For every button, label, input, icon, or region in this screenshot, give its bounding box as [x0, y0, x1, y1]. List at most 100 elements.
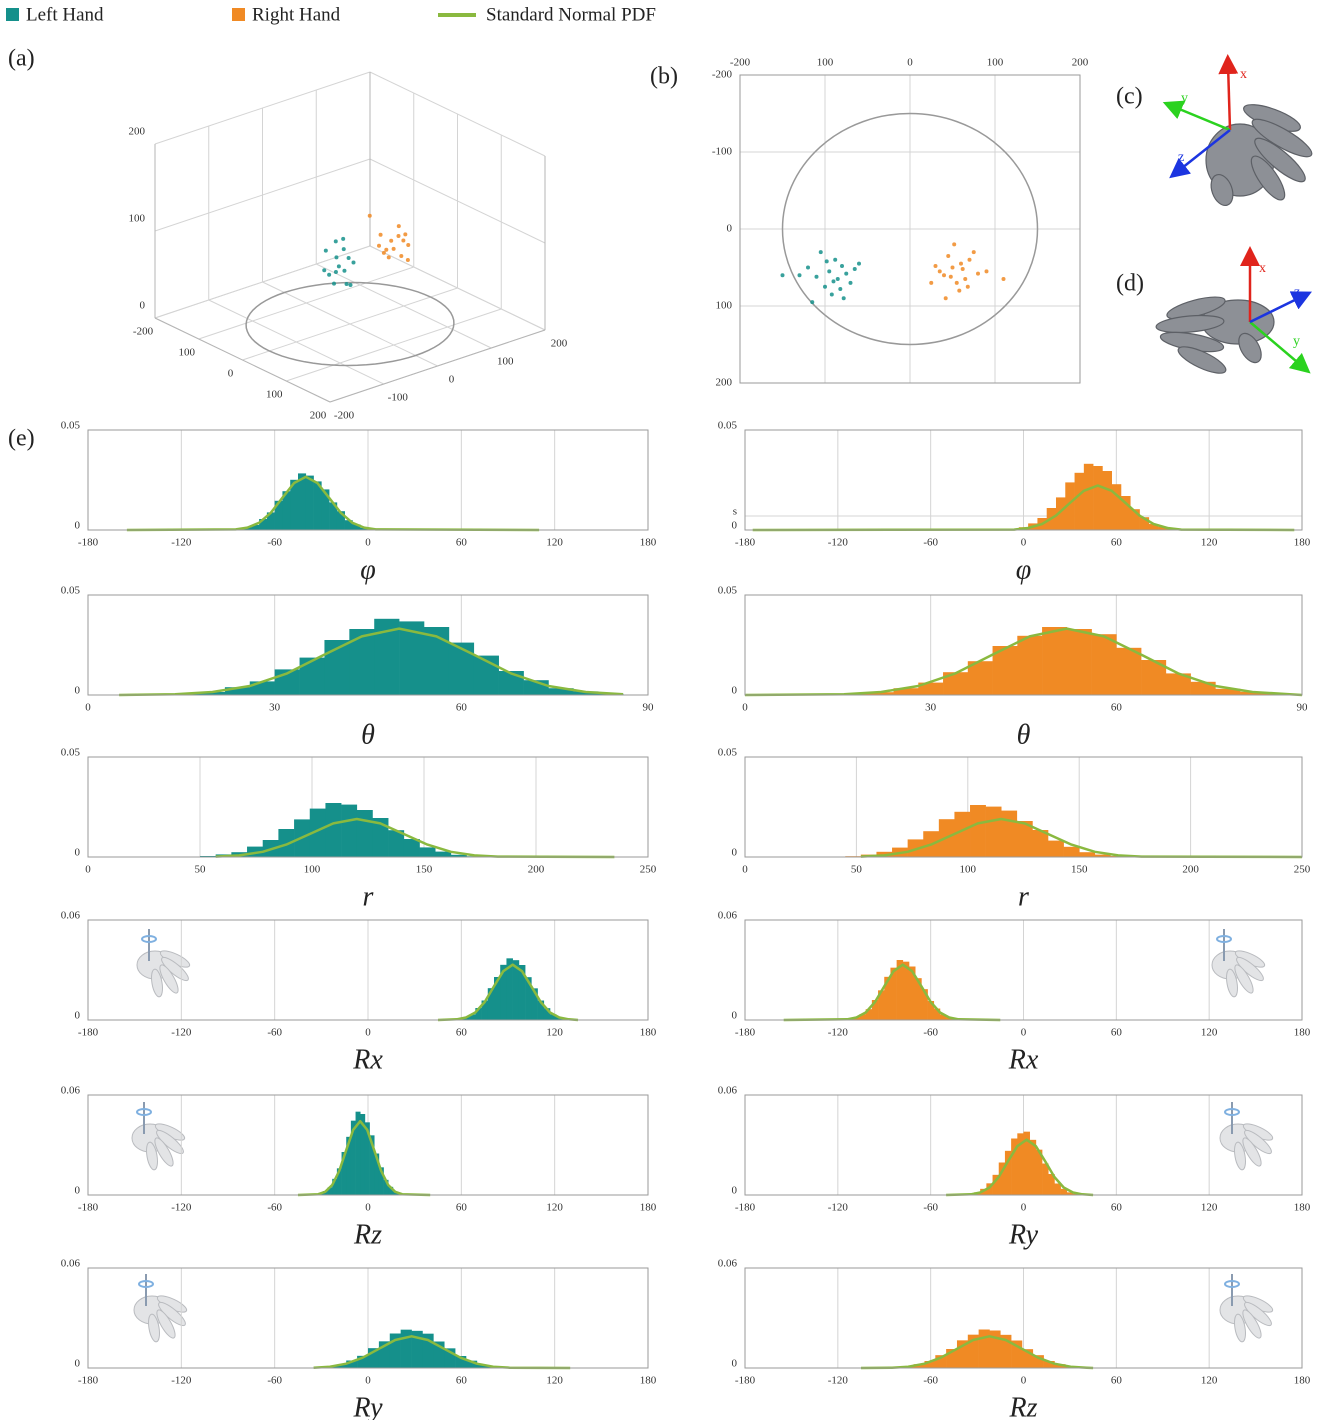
x-tick-label: 100 [304, 864, 321, 876]
bar [921, 989, 928, 1020]
x-tick-label: 150 [1071, 864, 1088, 876]
x-tick-label: -180 [735, 1375, 756, 1387]
plot-frame [744, 429, 1303, 531]
bar [550, 1014, 557, 1020]
point [396, 224, 401, 229]
bar [954, 811, 971, 857]
point [957, 288, 962, 293]
x-tick-label: 180 [640, 1375, 657, 1387]
bar [943, 672, 969, 695]
point [943, 296, 948, 301]
bar [321, 489, 330, 530]
bar [986, 1183, 993, 1195]
bar [1042, 1163, 1049, 1195]
bar [1111, 484, 1122, 530]
y-tick-label: 0.05 [718, 747, 738, 759]
bar [388, 830, 405, 857]
x-tick-label: 50 [851, 864, 863, 876]
point [346, 256, 351, 260]
bar [884, 976, 891, 1020]
x-tick-label: -60 [923, 1375, 938, 1387]
point [848, 280, 853, 285]
plot-frame [744, 1094, 1303, 1196]
point [959, 261, 963, 266]
bar [411, 1330, 423, 1368]
bar [1017, 635, 1043, 695]
bar [450, 854, 467, 857]
bar [1102, 471, 1112, 530]
pdf-curve [215, 817, 615, 859]
point [835, 277, 840, 282]
bar [915, 978, 922, 1020]
bar [506, 958, 513, 1020]
z-tick-label: 100 [129, 213, 146, 225]
bar [378, 1341, 391, 1368]
z-tick-label: 200 [129, 126, 146, 138]
bar [1004, 1150, 1012, 1195]
x-tick-label: 0 [1021, 1027, 1027, 1039]
x-tick-label: 60 [456, 1375, 468, 1387]
x-axis-label: θ [1017, 719, 1031, 750]
panel-label: (e) [8, 426, 35, 452]
bar [350, 1120, 356, 1195]
point [824, 259, 829, 264]
y-tick-label: 0 [75, 685, 81, 697]
plot-frame [744, 1267, 1303, 1369]
bar [525, 977, 532, 1020]
x-axis-label: Rx [352, 1044, 383, 1075]
plot-frame [744, 756, 1303, 858]
bar [355, 1111, 361, 1195]
point [378, 232, 383, 237]
x-tick-label: -200 [133, 326, 154, 338]
legend-label: Right Hand [252, 4, 341, 25]
bar [494, 977, 501, 1020]
bar [341, 1152, 347, 1195]
bar [1215, 688, 1241, 695]
bar [444, 1348, 456, 1368]
y-tick-label: 0.06 [61, 910, 81, 922]
bar [313, 481, 322, 530]
plot-frame [744, 919, 1303, 1021]
y-tick-label: 0 [727, 223, 733, 235]
bar [299, 657, 325, 695]
axis-arrow [1249, 321, 1311, 374]
bar [935, 1355, 947, 1368]
bar [927, 1001, 935, 1020]
x-tick-label: 0 [907, 57, 913, 69]
x-tick-label: 100 [960, 864, 977, 876]
bar [978, 1329, 990, 1368]
point [929, 280, 934, 285]
x-tick-label: 0 [365, 537, 371, 549]
bar [512, 960, 520, 1020]
point [333, 269, 338, 274]
bar [913, 1364, 925, 1368]
x-tick-label: -60 [923, 1202, 938, 1214]
point [838, 287, 843, 292]
bar [278, 829, 295, 857]
bar [383, 1179, 389, 1195]
bar [1063, 846, 1080, 857]
x-tick-label: 0 [365, 1202, 371, 1214]
bar [1029, 1139, 1037, 1195]
bar [500, 964, 507, 1020]
bar [985, 806, 1002, 857]
point [844, 271, 849, 276]
hand-illustration: x y z [1155, 246, 1312, 374]
point [401, 238, 406, 243]
bar [1023, 1131, 1030, 1195]
x-tick-label: 60 [1111, 1202, 1123, 1214]
x-tick-label: 200 [1072, 57, 1089, 69]
y-tick-label: 0 [75, 520, 81, 532]
point [954, 280, 959, 285]
x-tick-label: 60 [1111, 702, 1123, 714]
bar [352, 524, 361, 530]
x-tick-label: 120 [1201, 1027, 1218, 1039]
bar [266, 512, 275, 530]
x-tick-label: 150 [416, 864, 433, 876]
x-tick-label: -120 [171, 1027, 192, 1039]
point [960, 267, 965, 272]
point [341, 236, 346, 241]
x-tick-label: -120 [171, 537, 192, 549]
point [399, 254, 404, 259]
